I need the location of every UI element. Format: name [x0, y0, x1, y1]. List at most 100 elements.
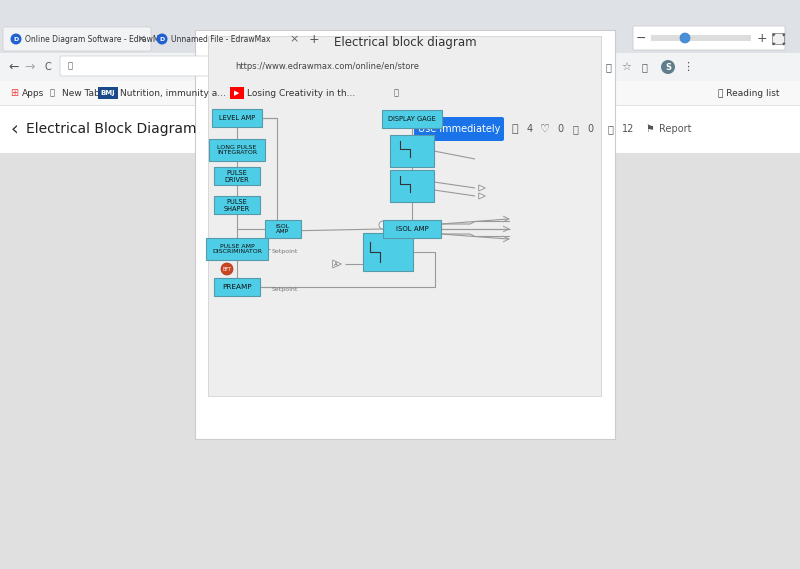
Bar: [209, 139, 265, 161]
Text: ×: ×: [290, 34, 298, 44]
Bar: [214, 196, 260, 214]
Text: +: +: [309, 32, 319, 46]
Bar: [0, 0, 800, 29]
Bar: [0, 53, 800, 81]
Text: ⋮: ⋮: [682, 62, 694, 72]
Text: LEVEL AMP: LEVEL AMP: [219, 115, 255, 121]
Bar: [208, 36, 601, 396]
Text: Apps: Apps: [22, 89, 44, 97]
Text: 🗐: 🗐: [512, 124, 518, 134]
Bar: [206, 238, 268, 260]
Text: Setpoint: Setpoint: [272, 249, 298, 254]
Text: ⚑: ⚑: [646, 124, 654, 134]
Bar: [382, 110, 442, 128]
Bar: [390, 170, 434, 202]
Text: 🔍: 🔍: [605, 62, 611, 72]
Polygon shape: [478, 185, 486, 191]
Bar: [214, 278, 260, 296]
Bar: [0, 0, 800, 81]
Text: BMJ: BMJ: [101, 90, 115, 96]
Text: ‹: ‹: [10, 119, 18, 138]
Text: https://www.edrawmax.com/online/en/store: https://www.edrawmax.com/online/en/store: [235, 61, 419, 71]
Text: Report: Report: [659, 124, 691, 134]
Text: A: A: [334, 262, 338, 266]
Text: New Tab: New Tab: [62, 89, 100, 97]
Text: Use immediately: Use immediately: [418, 124, 500, 134]
Text: D: D: [14, 36, 18, 42]
Bar: [634, 27, 784, 49]
Polygon shape: [333, 260, 342, 268]
Text: ×: ×: [773, 32, 785, 46]
Text: Setpoint: Setpoint: [272, 287, 298, 291]
Text: ISOL AMP: ISOL AMP: [396, 226, 428, 232]
Text: −: −: [636, 31, 646, 44]
Text: ☆: ☆: [621, 62, 631, 72]
Circle shape: [10, 34, 22, 44]
Circle shape: [680, 33, 690, 43]
Text: ♡: ♡: [540, 124, 550, 134]
FancyBboxPatch shape: [153, 27, 299, 51]
Text: 0: 0: [587, 124, 593, 134]
Bar: [742, 36, 752, 44]
FancyBboxPatch shape: [60, 56, 594, 76]
Text: PULSE
SHAPER: PULSE SHAPER: [224, 199, 250, 212]
Bar: [0, 81, 800, 105]
Text: C: C: [45, 62, 51, 72]
Text: Unnamed File - EdrawMax: Unnamed File - EdrawMax: [171, 35, 270, 43]
Text: 12: 12: [622, 124, 634, 134]
FancyBboxPatch shape: [633, 26, 785, 50]
Bar: [363, 233, 413, 271]
Text: S: S: [665, 63, 671, 72]
Bar: [212, 109, 262, 127]
Text: ▶: ▶: [234, 90, 240, 96]
Text: 🔒: 🔒: [68, 61, 73, 71]
Text: →: →: [25, 60, 35, 73]
Text: Nutrition, immunity a...: Nutrition, immunity a...: [120, 89, 226, 97]
FancyBboxPatch shape: [414, 117, 504, 141]
Text: −: −: [720, 32, 730, 46]
Circle shape: [221, 263, 233, 275]
Text: 👁: 👁: [607, 124, 613, 134]
Bar: [0, 29, 800, 53]
Text: D: D: [159, 36, 165, 42]
Bar: [230, 87, 244, 99]
Text: Electrical Block Diagram: Electrical Block Diagram: [26, 122, 197, 136]
Text: 🌐: 🌐: [50, 89, 54, 97]
Text: BFT: BFT: [222, 266, 231, 271]
Text: ⊞: ⊞: [10, 88, 18, 98]
Text: ←: ←: [9, 60, 19, 73]
Circle shape: [157, 34, 167, 44]
Text: Online Diagram Software - EdrawM...: Online Diagram Software - EdrawM...: [25, 35, 166, 43]
Bar: [195, 30, 615, 439]
Text: Losing Creativity in th...: Losing Creativity in th...: [247, 89, 355, 97]
Bar: [772, 33, 784, 44]
Text: +: +: [757, 31, 767, 44]
Bar: [390, 135, 434, 167]
Text: PREAMP: PREAMP: [222, 284, 252, 290]
Text: ISOL
AMP: ISOL AMP: [276, 224, 290, 234]
FancyBboxPatch shape: [3, 27, 151, 51]
Bar: [98, 87, 118, 99]
Bar: [383, 220, 441, 238]
Circle shape: [661, 60, 675, 74]
Circle shape: [379, 221, 387, 229]
Bar: [214, 167, 260, 185]
Text: 0: 0: [557, 124, 563, 134]
Bar: [265, 220, 301, 238]
Polygon shape: [478, 193, 486, 199]
Text: 📋 Reading list: 📋 Reading list: [718, 89, 779, 97]
Text: LONG PULSE
INTEGRATOR: LONG PULSE INTEGRATOR: [217, 145, 257, 155]
Text: PULSE
DRIVER: PULSE DRIVER: [225, 170, 250, 183]
Text: PULSE AMP
DISCRIMINATOR: PULSE AMP DISCRIMINATOR: [212, 244, 262, 254]
Text: 4: 4: [527, 124, 533, 134]
Text: 👍: 👍: [572, 124, 578, 134]
Bar: [0, 81, 800, 105]
Bar: [651, 35, 751, 41]
Text: 🌐: 🌐: [394, 89, 398, 97]
Bar: [0, 105, 800, 153]
Text: Electrical block diagram: Electrical block diagram: [334, 35, 476, 48]
Text: ●: ●: [702, 34, 710, 44]
Text: 🧩: 🧩: [641, 62, 647, 72]
Text: DISPLAY GAGE: DISPLAY GAGE: [388, 116, 436, 122]
Text: ×: ×: [136, 34, 146, 44]
